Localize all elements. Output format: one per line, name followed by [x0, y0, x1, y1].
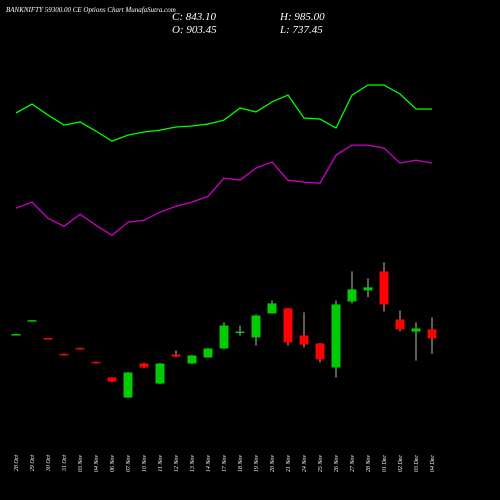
candle-body — [171, 354, 181, 357]
candle-body — [203, 348, 213, 358]
x-tick-label: 12 Nov — [174, 455, 180, 473]
candle-body — [379, 271, 389, 305]
x-tick-label: 10 Nov — [142, 455, 148, 473]
candle-body — [27, 320, 37, 322]
x-tick-label: 28 Oct — [14, 455, 20, 471]
open-label: O: 903.45 — [172, 24, 217, 36]
candle-body — [59, 353, 69, 356]
candle-body — [155, 363, 165, 384]
x-tick-label: 04 Dec — [429, 455, 436, 472]
candle-body — [107, 377, 117, 382]
candle-body — [251, 315, 261, 338]
x-tick-label: 26 Nov — [334, 455, 340, 473]
x-tick-label: 17 Nov — [222, 455, 228, 473]
x-tick-label: 14 Nov — [205, 455, 212, 473]
candle-body — [283, 308, 293, 343]
x-tick-label: 07 Nov — [126, 455, 132, 473]
x-tick-label: 11 Nov — [158, 455, 164, 472]
candle-body — [219, 325, 229, 349]
candle-body — [123, 372, 133, 398]
candle-body — [75, 347, 85, 350]
candle-body — [267, 303, 277, 314]
x-tick-label: 06 Nov — [110, 455, 116, 473]
candle-body — [395, 319, 405, 330]
x-tick-label: 02 Dec — [398, 455, 404, 472]
candle-body — [43, 338, 53, 340]
x-tick-label: 21 Nov — [286, 455, 292, 473]
close-label: C: 843.10 — [172, 11, 217, 23]
candle-body — [315, 343, 325, 360]
x-tick-label: 20 Nov — [270, 455, 276, 473]
x-tick-label: 03 Dec — [414, 455, 420, 472]
high-label: H: 985.00 — [279, 11, 325, 23]
x-tick-label: 03 Nov — [78, 455, 84, 473]
candle-body — [411, 328, 421, 332]
candle-body — [235, 331, 245, 334]
candle-body — [347, 289, 357, 302]
candle-body — [299, 335, 309, 345]
x-tick-label: 31 Oct — [62, 455, 68, 472]
indicator-line — [15, 84, 432, 142]
candle-body — [187, 355, 197, 364]
indicator-line — [15, 144, 433, 237]
x-tick-label: 13 Nov — [190, 455, 196, 473]
candle-body — [363, 287, 373, 291]
x-tick-label: 18 Nov — [238, 455, 244, 473]
x-tick-label: 24 Nov — [301, 455, 308, 473]
x-tick-label: 19 Nov — [254, 455, 260, 473]
x-tick-label: 29 Oct — [30, 455, 36, 471]
candle-body — [139, 363, 149, 368]
chart-title: BANKNIFTY 59300.00 CE Options Chart Muna… — [6, 6, 176, 14]
x-tick-label: 04 Nov — [93, 455, 100, 473]
candle-body — [91, 361, 101, 364]
x-tick-label: 01 Dec — [382, 455, 388, 472]
candle-body — [331, 304, 341, 368]
x-tick-label: 28 Nov — [366, 455, 372, 473]
candle-body — [427, 329, 437, 339]
x-tick-label: 30 Oct — [46, 455, 52, 472]
x-tick-label: 27 Nov — [350, 455, 356, 473]
candle-body — [11, 334, 21, 336]
x-tick-label: 25 Nov — [318, 455, 324, 473]
low-label: L: 737.45 — [279, 24, 323, 36]
